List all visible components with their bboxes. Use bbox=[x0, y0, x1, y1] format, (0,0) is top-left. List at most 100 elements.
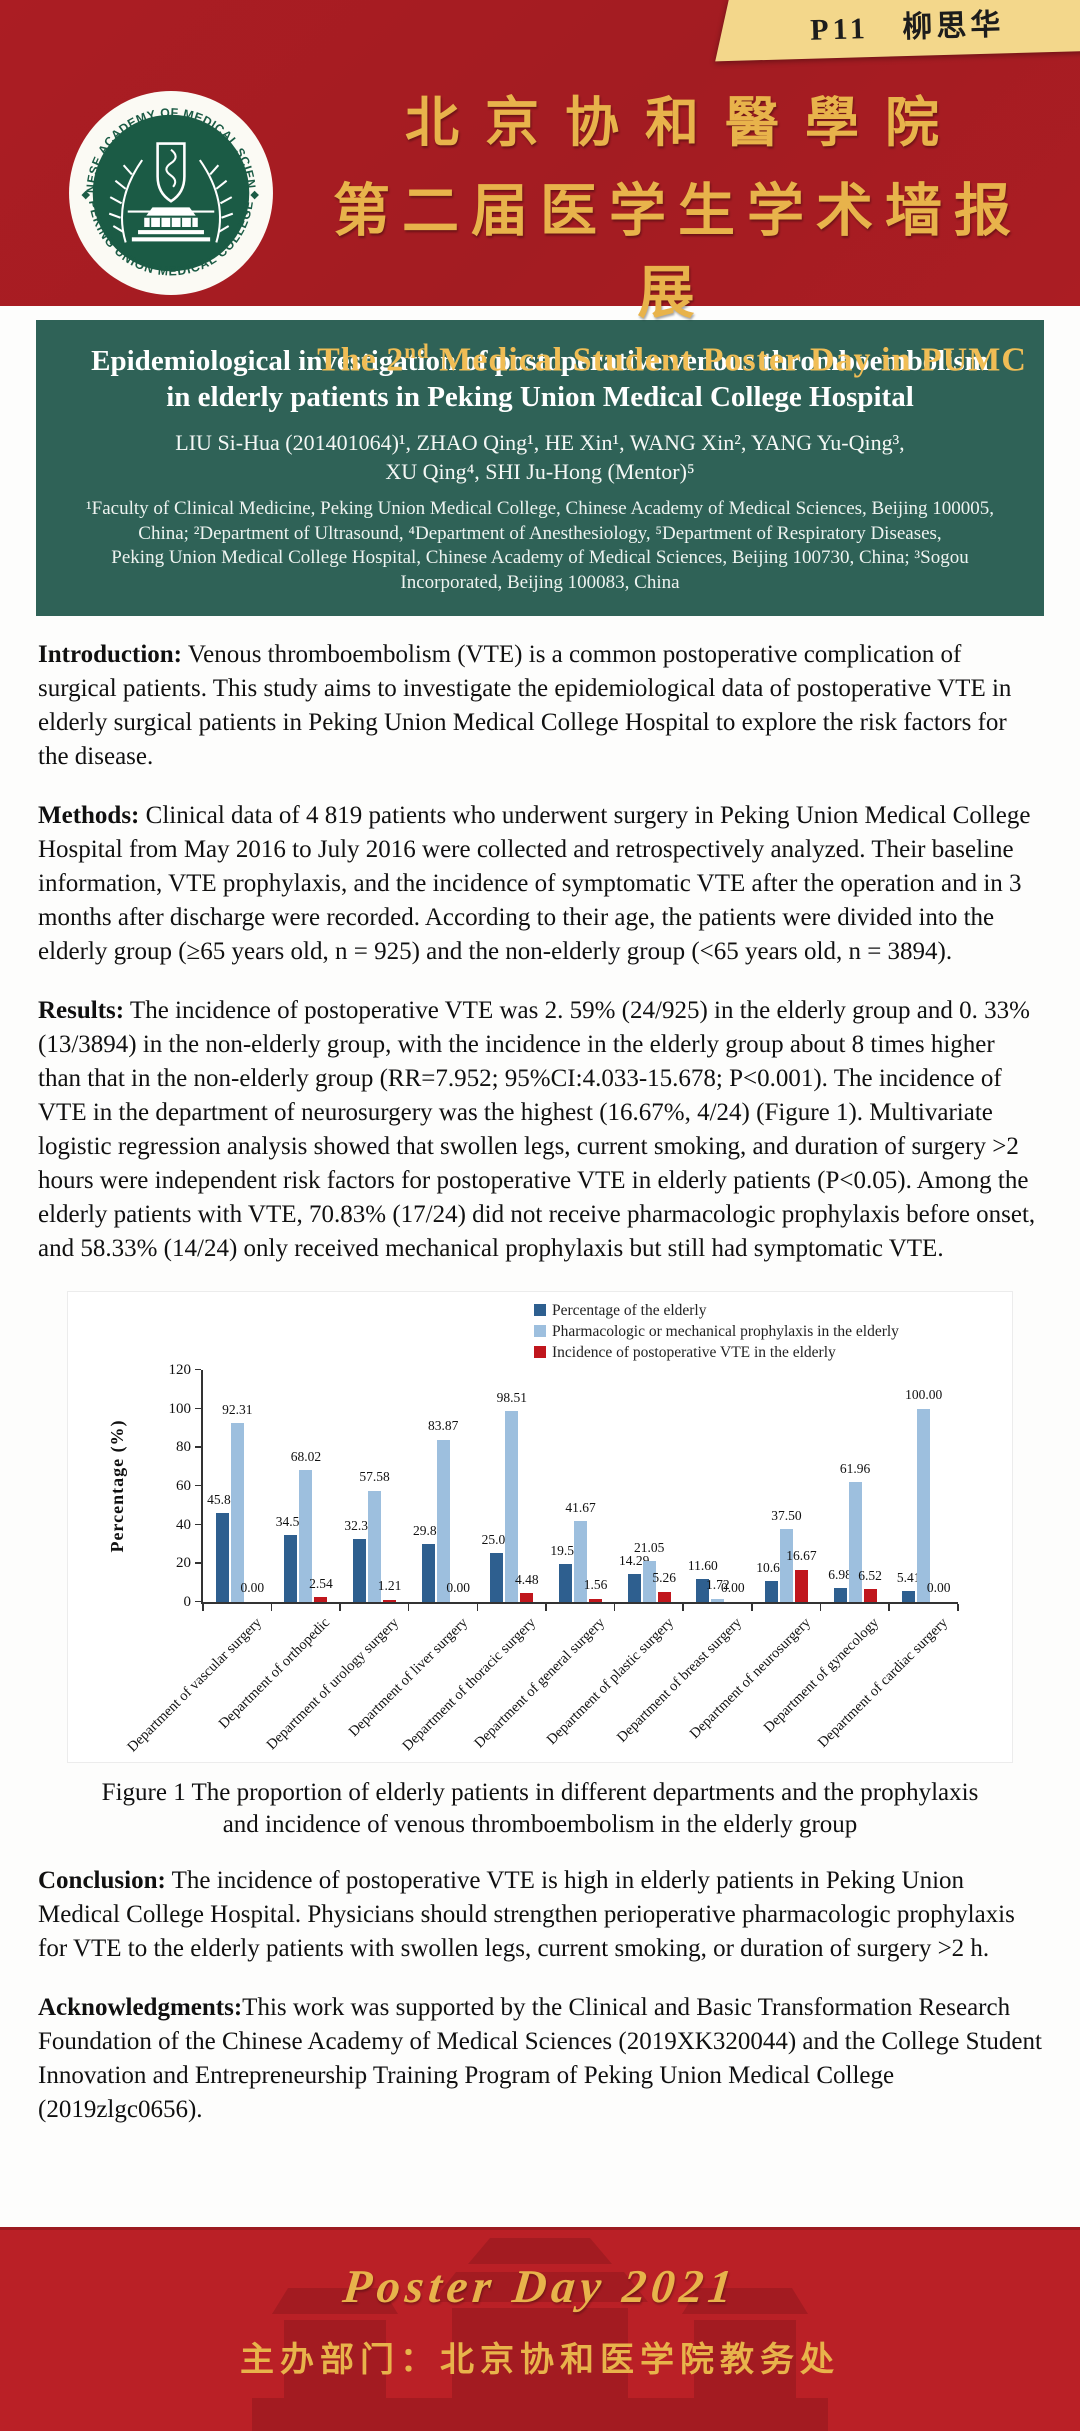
bar bbox=[657, 1591, 671, 1602]
bar bbox=[794, 1569, 808, 1602]
bar-value-label: 25.09 bbox=[481, 1531, 513, 1547]
bar-value-label: 29.81 bbox=[413, 1522, 444, 1538]
bar bbox=[284, 1535, 298, 1602]
affiliation-line: Incorporated, Beijing 100083, China bbox=[400, 572, 680, 594]
y-tick-label: 0 bbox=[183, 1593, 192, 1610]
y-tick-mark bbox=[195, 1368, 201, 1371]
legend-item: Incidence of postoperative VTE in the el… bbox=[534, 1342, 899, 1363]
poster-title-line1: Epidemiological investigation of postope… bbox=[91, 345, 989, 377]
figure-caption-line2: and incidence of venous thromboembolism … bbox=[222, 1811, 858, 1839]
svg-text:◆: ◆ bbox=[250, 189, 259, 201]
section-results: Results: The incidence of postoperative … bbox=[38, 994, 1042, 1266]
results-label: Results: bbox=[38, 996, 125, 1024]
subtitle-post: Medical Student Poster Day in PUMC bbox=[429, 341, 1027, 379]
legend-swatch-icon bbox=[534, 1304, 546, 1317]
conclusion-text: The incidence of postoperative VTE is hi… bbox=[38, 1866, 1015, 1962]
x-tick-mark bbox=[751, 1603, 753, 1611]
bar-value-label: 5.26 bbox=[652, 1570, 676, 1586]
svg-text:◆: ◆ bbox=[81, 189, 90, 201]
x-tick-mark bbox=[613, 1603, 616, 1611]
x-tick-mark bbox=[270, 1603, 273, 1611]
y-tick-label: 60 bbox=[176, 1477, 191, 1494]
bar-value-label: 34.50 bbox=[275, 1513, 307, 1529]
x-tick-mark bbox=[545, 1603, 547, 1611]
bar-value-label: 0.00 bbox=[446, 1580, 471, 1596]
poster-number-text: P11 柳思华 bbox=[809, 8, 1005, 47]
acknowledgments-label: Acknowledgments: bbox=[38, 1993, 243, 2021]
bar bbox=[917, 1408, 931, 1602]
y-axis-title: Percentage (%) bbox=[106, 1419, 127, 1553]
affiliation-line: China; ²Department of Ultrasound, ⁴Depar… bbox=[138, 522, 942, 544]
bar-value-label: 11.60 bbox=[687, 1558, 718, 1574]
affiliations: ¹Faculty of Clinical Medicine, Peking Un… bbox=[62, 497, 1018, 596]
bar-value-label: 100.00 bbox=[905, 1387, 943, 1403]
bar-value-label: 16.67 bbox=[786, 1548, 817, 1564]
bar bbox=[215, 1513, 229, 1602]
header-title-cn-line2: 第二届医学生学术墙报展 bbox=[333, 180, 1023, 325]
author-list: LIU Si-Hua (201401064)¹, ZHAO Qing¹, HE … bbox=[62, 429, 1018, 486]
bar bbox=[230, 1423, 244, 1602]
bar-value-label: 10.62 bbox=[756, 1559, 787, 1575]
x-tick-mark bbox=[957, 1603, 959, 1611]
bar-value-label: 5.41 bbox=[896, 1570, 921, 1586]
bar bbox=[353, 1539, 367, 1602]
x-tick-mark bbox=[888, 1603, 890, 1611]
header-banner: CHINESE ACADEMY OF MEDICAL SCIENCES PEKI… bbox=[0, 0, 1080, 378]
bar bbox=[505, 1411, 519, 1602]
bar bbox=[627, 1574, 641, 1602]
bar-value-label: 6.98 bbox=[828, 1567, 852, 1582]
figure-1-caption: Figure 1 The proportion of elderly patie… bbox=[38, 1777, 1042, 1842]
bar-value-label: 0.00 bbox=[240, 1580, 265, 1596]
bar bbox=[902, 1591, 916, 1602]
section-acknowledgments: Acknowledgments:This work was supported … bbox=[38, 1991, 1042, 2127]
bar bbox=[520, 1593, 534, 1602]
bar bbox=[299, 1470, 313, 1602]
poster-title-banner: Epidemiological investigation of postope… bbox=[36, 320, 1044, 616]
legend-label: Pharmacologic or mechanical prophylaxis … bbox=[552, 1322, 899, 1340]
footer-event-title: Poster Day 2021 bbox=[340, 2261, 740, 2313]
bar-value-label: 1.56 bbox=[583, 1577, 608, 1593]
bar bbox=[383, 1599, 397, 1602]
y-tick-label: 80 bbox=[176, 1439, 191, 1456]
y-tick-label: 100 bbox=[168, 1400, 192, 1417]
y-tick-label: 20 bbox=[176, 1555, 191, 1572]
bar bbox=[696, 1579, 710, 1602]
header-title-cn-line1: 北京协和醫學院 bbox=[405, 93, 965, 153]
bar-value-label: 21.05 bbox=[633, 1539, 665, 1555]
bar bbox=[779, 1529, 793, 1602]
y-tick-mark bbox=[195, 1446, 201, 1448]
legend-item: Pharmacologic or mechanical prophylaxis … bbox=[534, 1321, 899, 1342]
bar bbox=[642, 1561, 656, 1602]
bar-value-label: 1.72 bbox=[705, 1577, 730, 1593]
legend-swatch-icon bbox=[534, 1325, 546, 1338]
bar bbox=[863, 1589, 877, 1602]
affiliation-line: ¹Faculty of Clinical Medicine, Peking Un… bbox=[85, 498, 994, 520]
methods-text: Clinical data of 4 819 patients who unde… bbox=[38, 801, 1031, 965]
y-tick-mark bbox=[195, 1600, 201, 1603]
legend-label: Incidence of postoperative VTE in the el… bbox=[552, 1343, 836, 1361]
header-subtitle-en: The 2nd Medical Student Poster Day in PU… bbox=[296, 339, 1048, 379]
bar bbox=[314, 1596, 328, 1602]
bar-value-label: 32.35 bbox=[344, 1517, 375, 1533]
header-titles: 北京协和醫學院 第二届医学生学术墙报展 The 2nd Medical Stud… bbox=[296, 0, 1048, 379]
pumc-seal-icon: CHINESE ACADEMY OF MEDICAL SCIENCES PEKI… bbox=[63, 79, 273, 295]
bar-value-label: 14.29 bbox=[618, 1552, 650, 1568]
bar-value-label: 37.50 bbox=[771, 1507, 802, 1523]
y-tick-mark bbox=[195, 1407, 201, 1409]
figure-1-chart: Percentage of the elderly Pharmacologic o… bbox=[67, 1290, 1013, 1763]
bar-value-label: 19.53 bbox=[550, 1542, 581, 1558]
x-tick-mark bbox=[407, 1603, 410, 1611]
footer-organizer: 主办部门：北京协和医学院教务处 bbox=[240, 2342, 840, 2379]
bar-value-label: 1.21 bbox=[377, 1578, 402, 1594]
affiliation-line: Peking Union Medical College Hospital, C… bbox=[111, 547, 969, 569]
bar-value-label: 61.96 bbox=[839, 1460, 871, 1476]
y-tick-mark bbox=[195, 1523, 201, 1525]
bar-value-label: 45.88 bbox=[207, 1491, 238, 1507]
bar-value-label: 2.54 bbox=[309, 1575, 333, 1591]
pumc-logo: CHINESE ACADEMY OF MEDICAL SCIENCES PEKI… bbox=[63, 79, 274, 296]
conclusion-label: Conclusion: bbox=[38, 1866, 166, 1894]
introduction-label: Introduction: bbox=[38, 640, 183, 668]
x-tick-mark bbox=[202, 1603, 204, 1611]
poster-title: Epidemiological investigation of postope… bbox=[62, 344, 1018, 416]
